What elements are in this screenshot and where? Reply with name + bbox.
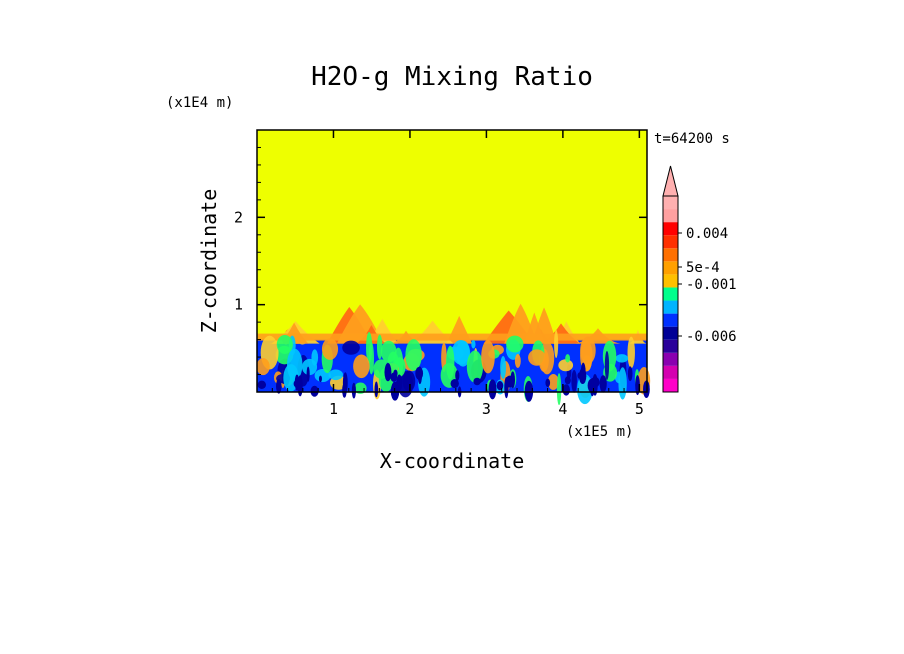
colorbar-segment	[663, 313, 678, 327]
x-tick-label: 5	[635, 400, 644, 418]
surface-streak	[496, 381, 504, 391]
turbulent-eddy	[376, 334, 383, 360]
turbulent-eddy	[471, 339, 476, 349]
turbulent-eddy	[342, 340, 360, 355]
plot-frame	[256, 129, 648, 393]
colorbar-segment	[663, 209, 678, 223]
colorbar-segment	[663, 352, 678, 366]
colorbar-overflow-triangle	[662, 165, 679, 197]
colorbar: 0.004 5e-4-0.001 -0.006	[662, 165, 737, 393]
surface-streak	[318, 375, 322, 383]
colorbar-segment	[663, 378, 678, 392]
turbulent-eddy	[554, 329, 559, 359]
surface-streak	[351, 382, 356, 399]
plot-area: 1 2 3 4 5 1 2	[234, 129, 651, 418]
colorbar-frame	[662, 195, 679, 393]
turbulent-eddy	[466, 350, 484, 383]
turbulent-eddy	[321, 338, 339, 360]
y-tick-label: 2	[234, 208, 243, 226]
turbulent-eddy	[556, 373, 562, 406]
surface-streak	[374, 381, 379, 398]
turbulent-eddy	[618, 367, 627, 400]
surface-streak	[599, 375, 607, 393]
surface-streak	[455, 370, 460, 382]
turbulent-eddy	[604, 350, 610, 380]
colorbar-label: -0.001	[686, 277, 737, 293]
turbulent-eddy	[276, 335, 293, 354]
surface-streak	[473, 377, 481, 386]
chart-title: H2O-g Mixing Ratio	[311, 62, 593, 92]
turbulent-eddy	[500, 356, 507, 379]
surface-streak	[545, 378, 551, 388]
colorbar-segment	[663, 300, 678, 314]
turbulent-eddy	[506, 335, 524, 353]
turbulent-eddy	[405, 339, 422, 371]
x-axis-title: X-coordinate	[380, 449, 525, 473]
surface-streak	[627, 366, 633, 382]
colorbar-segment	[663, 235, 678, 249]
colorbar-segment	[663, 196, 678, 210]
turbulent-eddy	[615, 354, 629, 363]
surface-streak	[450, 379, 459, 389]
turbulent-eddy	[353, 354, 370, 379]
colorbar-label: 0.004	[686, 226, 728, 242]
surface-streak	[393, 369, 398, 378]
x-scale-label: (x1E5 m)	[566, 424, 633, 440]
colorbar-segment	[663, 339, 678, 353]
colorbar-label: 5e-4	[686, 260, 720, 276]
surface-streak	[578, 368, 587, 385]
turbulent-eddy	[451, 339, 470, 365]
surface-streak	[276, 378, 282, 394]
y-scale-label: (x1E4 m)	[166, 95, 233, 111]
surface-streak	[415, 366, 424, 380]
turbulent-eddy	[256, 358, 270, 376]
surface-streak	[504, 377, 509, 399]
x-tick-label: 1	[329, 400, 338, 418]
surface-streak	[384, 363, 392, 382]
turbulent-eddy	[558, 359, 574, 372]
turbulent-eddy	[328, 369, 344, 381]
turbulent-eddy	[402, 370, 416, 392]
turbulent-eddy	[311, 349, 319, 366]
turbulent-eddy	[547, 373, 559, 390]
surface-streak	[257, 380, 267, 389]
turbulent-eddy	[368, 342, 374, 375]
turbulent-eddy	[571, 369, 577, 393]
turbulent-eddy	[528, 349, 546, 366]
surface-streak	[564, 376, 571, 385]
colorbar-segment	[663, 287, 678, 301]
x-tick-label: 4	[558, 400, 567, 418]
turbulent-eddy	[627, 336, 635, 369]
surface-streak	[342, 372, 348, 394]
surface-streak	[294, 374, 300, 391]
colorbar-segment	[663, 365, 678, 379]
colorbar-label: -0.006	[686, 329, 737, 345]
surface-streak	[394, 380, 402, 392]
colorbar-segment	[663, 326, 678, 340]
y-axis-title: Z-coordinate	[197, 189, 221, 334]
x-tick-label: 2	[405, 400, 414, 418]
ticks-layer: 1 2 3 4 5 1 2	[234, 130, 647, 418]
colorbar-segment	[663, 248, 678, 262]
x-tick-label: 3	[482, 400, 491, 418]
turbulent-eddy	[565, 354, 571, 363]
colorbar-segment	[663, 261, 678, 275]
time-label: t=64200 s	[654, 131, 730, 147]
y-tick-label: 1	[234, 296, 243, 314]
colorbar-segment	[663, 274, 678, 288]
turbulent-eddy	[481, 340, 495, 374]
plume-base-strip	[257, 333, 647, 341]
colorbar-segment	[663, 222, 678, 236]
field-layer	[256, 303, 651, 406]
surface-streak	[306, 366, 310, 382]
surface-streak	[590, 377, 600, 388]
turbulent-eddy	[286, 348, 303, 381]
turbulent-eddy	[354, 382, 367, 394]
turbulent-eddy	[514, 354, 521, 368]
surface-streak	[488, 379, 497, 400]
